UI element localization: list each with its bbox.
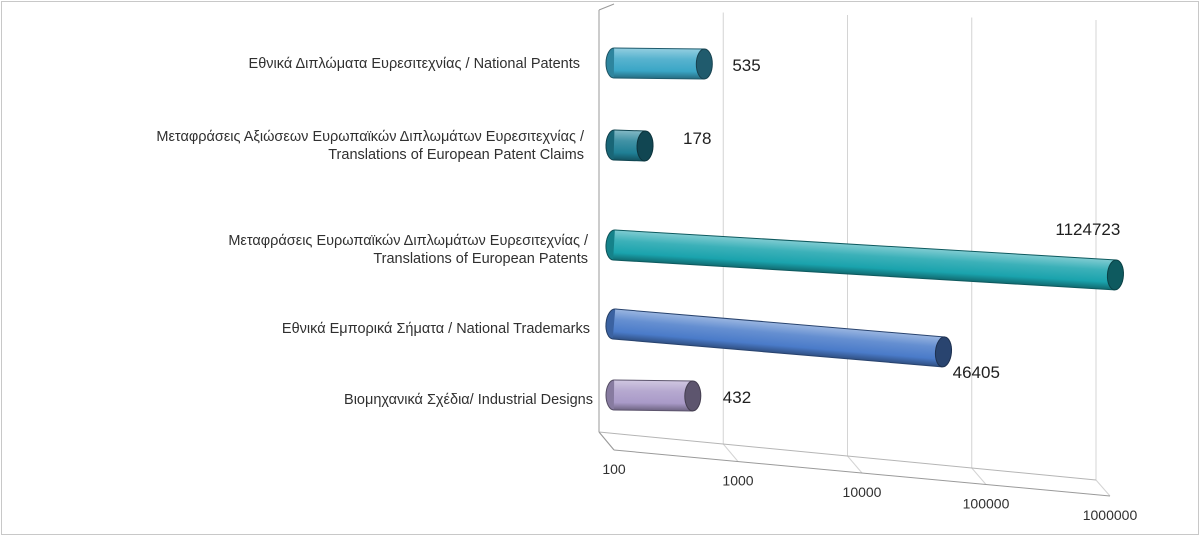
x-tick-label: 1000 [722,473,753,489]
floor-back-edge [598,431,1097,481]
bar-end-cap [695,48,713,80]
bars [605,47,1124,412]
bar-0 [605,47,713,80]
x-axis-line [613,449,1111,497]
bar-body [612,309,945,367]
top-side-edge [598,3,615,11]
bar-end-cap [934,336,953,368]
value-label: 1124723 [1055,220,1120,239]
x-tick-label: 10000 [843,484,882,500]
floor-gridline [1095,479,1111,497]
category-label: Μεταφράσεις Ευρωπαϊκών Διπλωμάτων Ευρεσι… [228,233,589,249]
category-label: Μεταφράσεις Αξιώσεων Ευρωπαϊκών Διπλωμάτ… [156,129,585,145]
gridlines [598,3,1111,497]
bar-2 [605,229,1124,291]
x-tick-label: 100000 [963,496,1010,512]
bar-4 [605,379,702,412]
x-tick-label: 100 [602,461,626,477]
category-label: Εθνικά Εμπορικά Σήματα / National Tradem… [282,321,590,337]
value-label: 432 [723,388,751,407]
bar-3 [605,308,953,368]
bar-end-cap [1106,259,1124,291]
category-label: Translations of European Patents [373,251,588,267]
floor-gridline [971,467,987,485]
value-label: 535 [732,56,760,75]
floor-gridline [722,443,739,462]
value-label: 46405 [953,363,1000,382]
bar-end-cap [684,380,702,412]
value-labels: 535 178 1124723 46405 432 [683,56,1120,407]
x-tick-label: 1000000 [1083,507,1138,523]
category-label: Εθνικά Διπλώματα Ευρεσιτεχνίας / Nationa… [249,56,580,72]
value-label: 178 [683,129,711,148]
category-label: Βιομηχανικά Σχέδια/ Industrial Designs [344,392,593,408]
bar-body [613,230,1117,290]
category-labels: Εθνικά Διπλώματα Ευρεσιτεχνίας / Nationa… [156,56,593,408]
floor-side-edge [598,431,615,451]
bar-end-cap [636,130,654,162]
category-label: Translations of European Patent Claims [328,147,584,163]
floor-gridline [847,455,863,474]
x-axis-ticks: 100 1000 10000 100000 1000000 [602,461,1137,523]
bar-body [613,380,693,411]
bar-body [613,48,705,79]
bar-1 [605,129,654,162]
